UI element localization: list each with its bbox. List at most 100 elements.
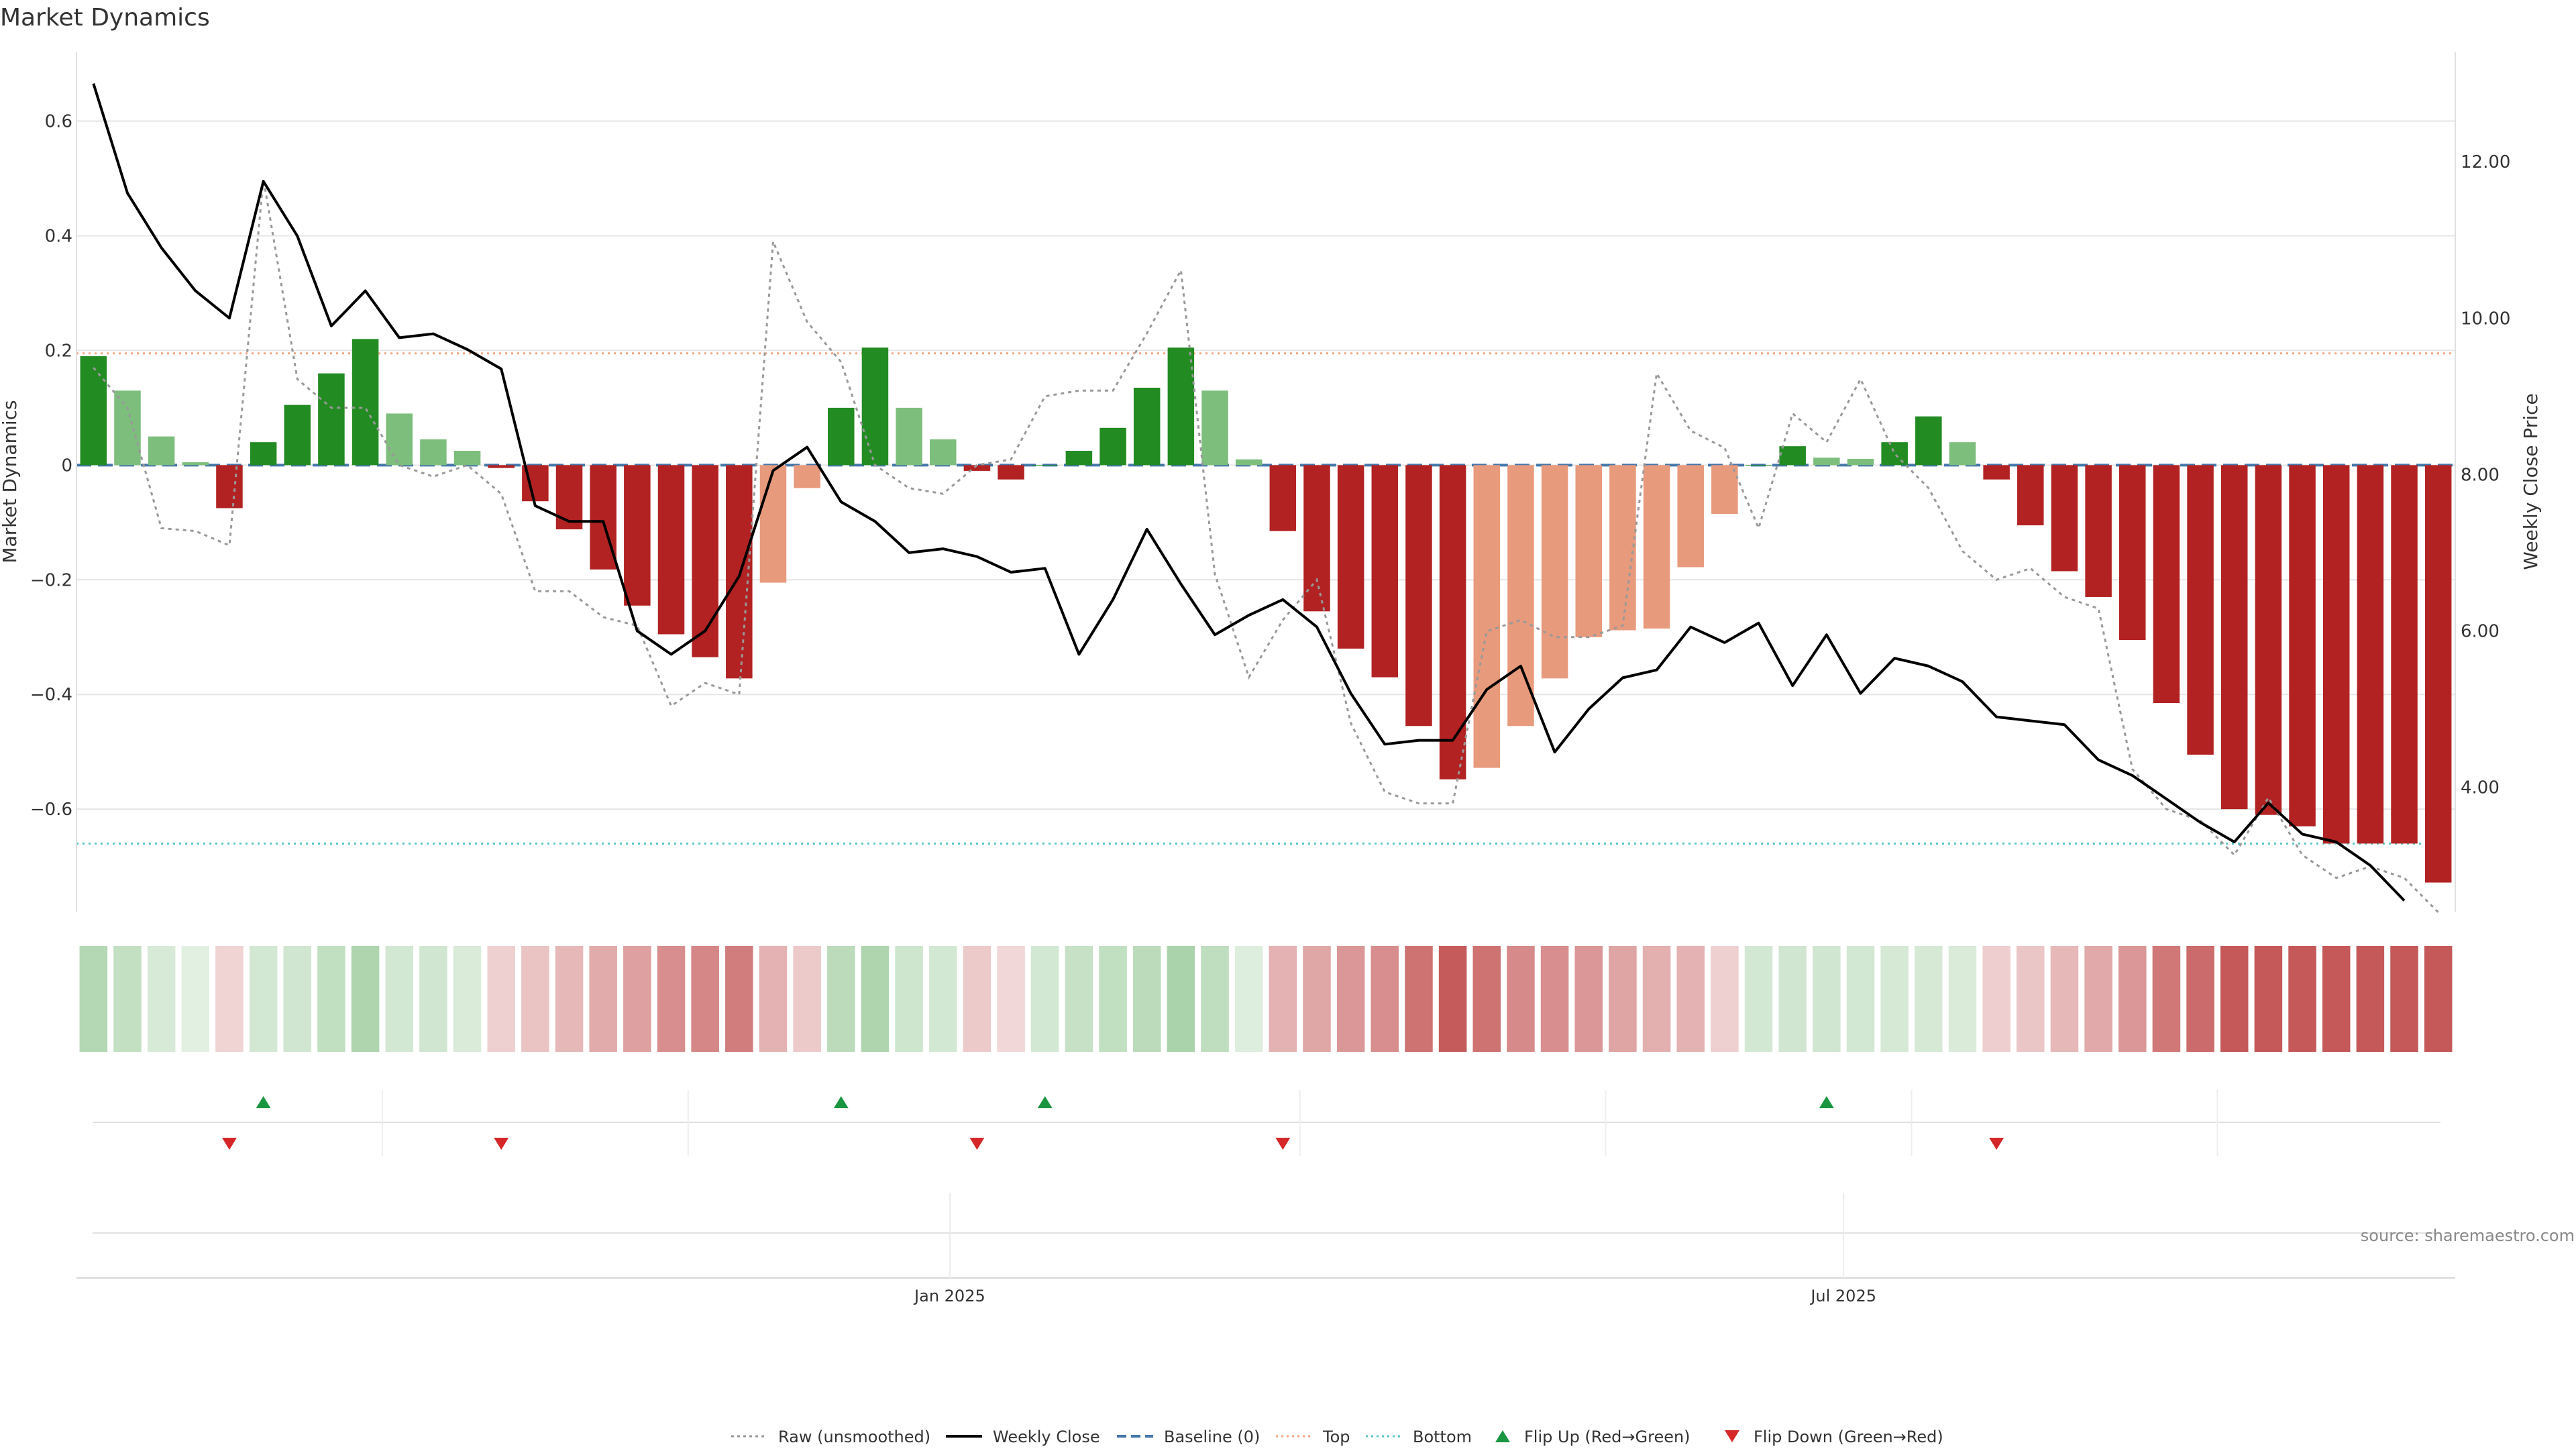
- dynamics-bar: [2085, 465, 2112, 597]
- heat-cell: [1813, 946, 1841, 1052]
- heat-cell: [623, 946, 651, 1052]
- dynamics-bar: [1915, 416, 1942, 466]
- dynamics-bar: [1507, 465, 1534, 727]
- heat-cell: [317, 946, 345, 1052]
- legend-item: Flip Down (Green→Red): [1725, 1428, 1943, 1446]
- dynamics-bar: [1643, 465, 1670, 629]
- heat-cell: [1507, 946, 1535, 1052]
- right-tick-label: 12.00: [2461, 152, 2510, 172]
- dynamics-bar: [1575, 465, 1602, 637]
- dynamics-bar: [1949, 442, 1976, 466]
- legend-flip-up-icon: [1495, 1430, 1510, 1442]
- heat-cell: [759, 946, 788, 1052]
- flip-down-marker: [1275, 1138, 1291, 1150]
- legend-label: Raw (unsmoothed): [778, 1428, 930, 1446]
- dynamics-bar: [555, 465, 583, 530]
- dynamics-bar: [1065, 450, 1093, 466]
- dynamics-bar: [2289, 465, 2316, 826]
- dynamics-bar: [1167, 347, 1195, 466]
- axes: [76, 52, 2456, 912]
- heat-cell: [2118, 946, 2147, 1052]
- flip-up-marker: [256, 1096, 271, 1108]
- heat-cell: [1982, 946, 2010, 1052]
- dynamics-bar: [1405, 465, 1432, 727]
- heat-cell: [1303, 946, 1331, 1052]
- dynamics-bar: [861, 347, 889, 466]
- dynamics-bar: [1031, 465, 1059, 466]
- heat-cell: [2424, 946, 2453, 1052]
- chart-title: Market Dynamics: [0, 4, 210, 32]
- x-axis-ticks: Jan 2025 Jul 2025: [913, 1193, 1876, 1305]
- heat-cell: [2186, 946, 2214, 1052]
- heat-cell: [1915, 946, 1943, 1052]
- dynamics-bar: [284, 405, 311, 466]
- legend-label: Flip Down (Green→Red): [1754, 1428, 1943, 1446]
- dynamics-bar: [2424, 465, 2452, 883]
- heat-cell: [2322, 946, 2351, 1052]
- x-tick-label: Jul 2025: [1809, 1287, 1876, 1305]
- dynamics-bar: [930, 439, 957, 466]
- dynamics-bar: [114, 390, 141, 466]
- dynamics-bar: [2017, 465, 2044, 526]
- heat-cell: [249, 946, 278, 1052]
- heat-cell: [181, 946, 210, 1052]
- flip-down-marker: [221, 1138, 237, 1150]
- legend-label: Weekly Close: [993, 1428, 1100, 1446]
- heat-cell: [1711, 946, 1739, 1052]
- dynamics-bar: [352, 339, 379, 466]
- right-tick-label: 6.00: [2461, 621, 2500, 641]
- heat-cell: [419, 946, 447, 1052]
- dynamics-bar: [624, 465, 651, 606]
- heat-cell: [2390, 946, 2418, 1052]
- left-axis-ticks: −0.6 −0.4 −0.2 0 0.2 0.4 0.6: [30, 112, 72, 820]
- legend-label: Baseline (0): [1164, 1428, 1260, 1446]
- dynamics-bars: [80, 339, 2452, 883]
- flip-markers: [221, 1096, 2004, 1150]
- heat-cell: [827, 946, 855, 1052]
- left-tick-label: −0.2: [30, 570, 72, 590]
- dynamics-bar: [386, 413, 413, 466]
- heat-cell: [521, 946, 549, 1052]
- heat-cell: [1642, 946, 1671, 1052]
- dynamics-bar: [216, 465, 243, 508]
- heat-cell: [1030, 946, 1059, 1052]
- dynamics-bar: [1337, 465, 1364, 649]
- dynamics-bar: [1541, 465, 1568, 679]
- left-tick-label: 0.4: [45, 226, 72, 246]
- dynamics-bar: [2322, 465, 2350, 844]
- heat-cell: [1405, 946, 1433, 1052]
- left-tick-label: −0.4: [30, 685, 72, 705]
- heat-cell: [1099, 946, 1127, 1052]
- heat-cell: [2084, 946, 2112, 1052]
- dynamics-bar: [80, 356, 107, 466]
- weekly-close-line: [92, 83, 2406, 902]
- dynamics-bar: [488, 465, 515, 468]
- legend: Raw (unsmoothed) Weekly Close Baseline (0)…: [731, 1428, 1943, 1446]
- dynamics-bar: [998, 465, 1024, 480]
- dynamics-bar: [1439, 465, 1466, 780]
- flip-panel: [93, 1090, 2440, 1156]
- heat-cell: [79, 946, 108, 1052]
- left-tick-label: −0.6: [30, 800, 72, 820]
- x-tick-label: Jan 2025: [913, 1287, 985, 1305]
- heat-cell: [1574, 946, 1603, 1052]
- dynamics-bar: [896, 407, 922, 466]
- dynamics-bar: [1983, 465, 2010, 480]
- dynamics-bar: [1099, 427, 1126, 466]
- dynamics-bar: [182, 462, 209, 466]
- dynamics-bar: [1371, 465, 1399, 678]
- dynamics-bar: [1235, 459, 1263, 466]
- legend-item: Raw (unsmoothed): [731, 1428, 930, 1446]
- heat-cell: [1438, 946, 1467, 1052]
- legend-item: Top: [1276, 1428, 1350, 1446]
- dynamics-bar: [2220, 465, 2248, 810]
- dynamics-bar: [828, 407, 855, 466]
- threshold-lines: [76, 352, 2455, 845]
- dynamics-bar: [2119, 465, 2146, 641]
- dynamics-bar: [420, 439, 447, 466]
- heat-cell: [2254, 946, 2283, 1052]
- heat-cell: [2017, 946, 2045, 1052]
- heat-cell: [2356, 946, 2385, 1052]
- legend-item: Baseline (0): [1117, 1428, 1260, 1446]
- dynamics-bar: [1303, 465, 1330, 612]
